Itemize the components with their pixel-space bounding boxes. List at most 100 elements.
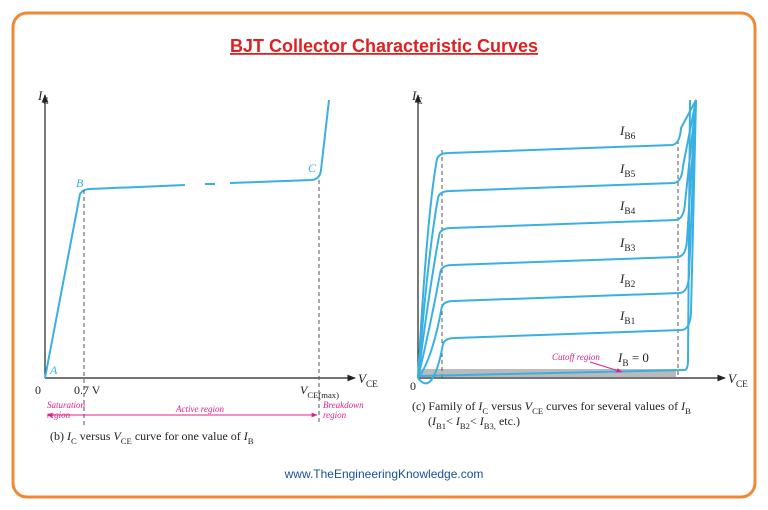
point-label: C: [308, 161, 317, 175]
y-axis-label: IC: [411, 88, 423, 107]
origin-label: 0: [410, 379, 416, 393]
text-part: versus: [77, 429, 114, 443]
text-part: (c) Family of: [412, 399, 478, 413]
curve: [417, 99, 697, 379]
text-part: 0.7 V: [74, 383, 101, 397]
text-part: curves for several values of: [543, 399, 681, 413]
subscript: CE: [121, 436, 132, 446]
curve: [417, 99, 697, 379]
x-axis-label: VCE: [358, 371, 378, 390]
symbol: V: [525, 399, 534, 413]
cutoff-label: Cutoff region: [552, 352, 600, 362]
symbol: I: [243, 429, 249, 443]
text-line: Saturation: [47, 400, 87, 410]
caption: (b) IC versus VCE curve for one value of…: [50, 429, 254, 446]
text-part: Saturation region: [47, 400, 87, 420]
symbol: I: [619, 123, 625, 138]
curve-label: IB2: [619, 271, 636, 290]
point-label: B: [76, 176, 84, 190]
text-part: = 0: [629, 350, 649, 365]
x-label: VCE(max): [300, 383, 339, 400]
subscript: C: [42, 97, 48, 107]
region-label: Active region: [175, 404, 224, 414]
caption: (IB1< IB2< IB3, etc.): [428, 414, 520, 431]
text-part: C: [308, 161, 317, 175]
symbol: I: [619, 235, 625, 250]
curve-label: IB4: [619, 198, 636, 217]
curve: [417, 99, 697, 379]
curve-label: IB = 0: [617, 350, 649, 369]
symbol: I: [619, 308, 625, 323]
region-label: Breakdown region: [323, 400, 366, 420]
x-label: 0: [35, 383, 41, 397]
symbol: I: [680, 399, 686, 413]
subscript: C: [482, 406, 488, 416]
cutoff-arrow: [589, 361, 623, 373]
text-line: region: [47, 410, 71, 420]
curve: [417, 99, 697, 385]
text-part: etc.): [496, 414, 520, 428]
curve-label: IB3: [619, 235, 636, 254]
subscript: B2: [460, 421, 470, 431]
symbol: I: [455, 414, 461, 428]
text-part: versus: [488, 399, 525, 413]
symbol: V: [728, 371, 738, 386]
subscript: CE(max): [307, 390, 339, 400]
text-line: region: [323, 410, 347, 420]
symbol: V: [300, 383, 309, 397]
right-panel: [414, 94, 726, 385]
text-part: (: [428, 414, 432, 428]
text-part: (b): [50, 429, 67, 443]
curve: [417, 99, 691, 377]
symbol: I: [477, 399, 483, 413]
text-part: 0: [35, 383, 41, 397]
symbol: I: [66, 429, 72, 443]
symbol: V: [113, 429, 122, 443]
text-part: 0: [410, 379, 416, 393]
subscript: B1: [436, 421, 446, 431]
symbol: I: [617, 350, 623, 365]
point-label: A: [49, 363, 58, 377]
curve: [205, 99, 330, 185]
text-part: <: [470, 414, 480, 428]
curve: [417, 99, 697, 379]
curve-label: IB1: [619, 308, 636, 327]
subscript: B: [685, 406, 691, 416]
subscript: B: [248, 436, 254, 446]
subscript: CE: [366, 380, 378, 390]
symbol: I: [411, 88, 417, 103]
symbol: I: [37, 88, 43, 103]
text-part: Active region: [175, 404, 224, 414]
subscript: B5: [624, 170, 635, 180]
subscript: B4: [624, 207, 635, 217]
region-label: Saturation region: [47, 400, 87, 420]
text-part: Breakdown region: [323, 400, 366, 420]
footer-url: www.TheEngineeringKnowledge.com: [284, 467, 484, 481]
symbol: I: [431, 414, 437, 428]
text-part: B: [76, 176, 84, 190]
symbol: I: [479, 414, 485, 428]
subscript: CE: [736, 380, 748, 390]
text-line: Breakdown: [323, 400, 366, 410]
subscript: B: [622, 359, 628, 369]
caption: (c) Family of IC versus VCE curves for s…: [412, 399, 691, 416]
subscript: CE: [532, 406, 543, 416]
curve: [417, 99, 697, 379]
subscript: B3: [624, 244, 635, 254]
x-axis-label: VCE: [728, 371, 748, 390]
symbol: V: [358, 371, 368, 386]
curve-label: IB6: [619, 123, 636, 142]
title: BJT Collector Characteristic Curves: [230, 36, 538, 56]
subscript: B6: [624, 132, 635, 142]
x-label: 0.7 V: [74, 383, 101, 397]
symbol: I: [619, 161, 625, 176]
text-part: Cutoff region: [552, 352, 600, 362]
symbol: I: [619, 271, 625, 286]
subscript: C: [416, 97, 422, 107]
text-part: curve for one value of: [132, 429, 244, 443]
symbol: I: [619, 198, 625, 213]
text-part: <: [446, 414, 456, 428]
curve-label: IB5: [619, 161, 636, 180]
curve: [44, 184, 186, 379]
